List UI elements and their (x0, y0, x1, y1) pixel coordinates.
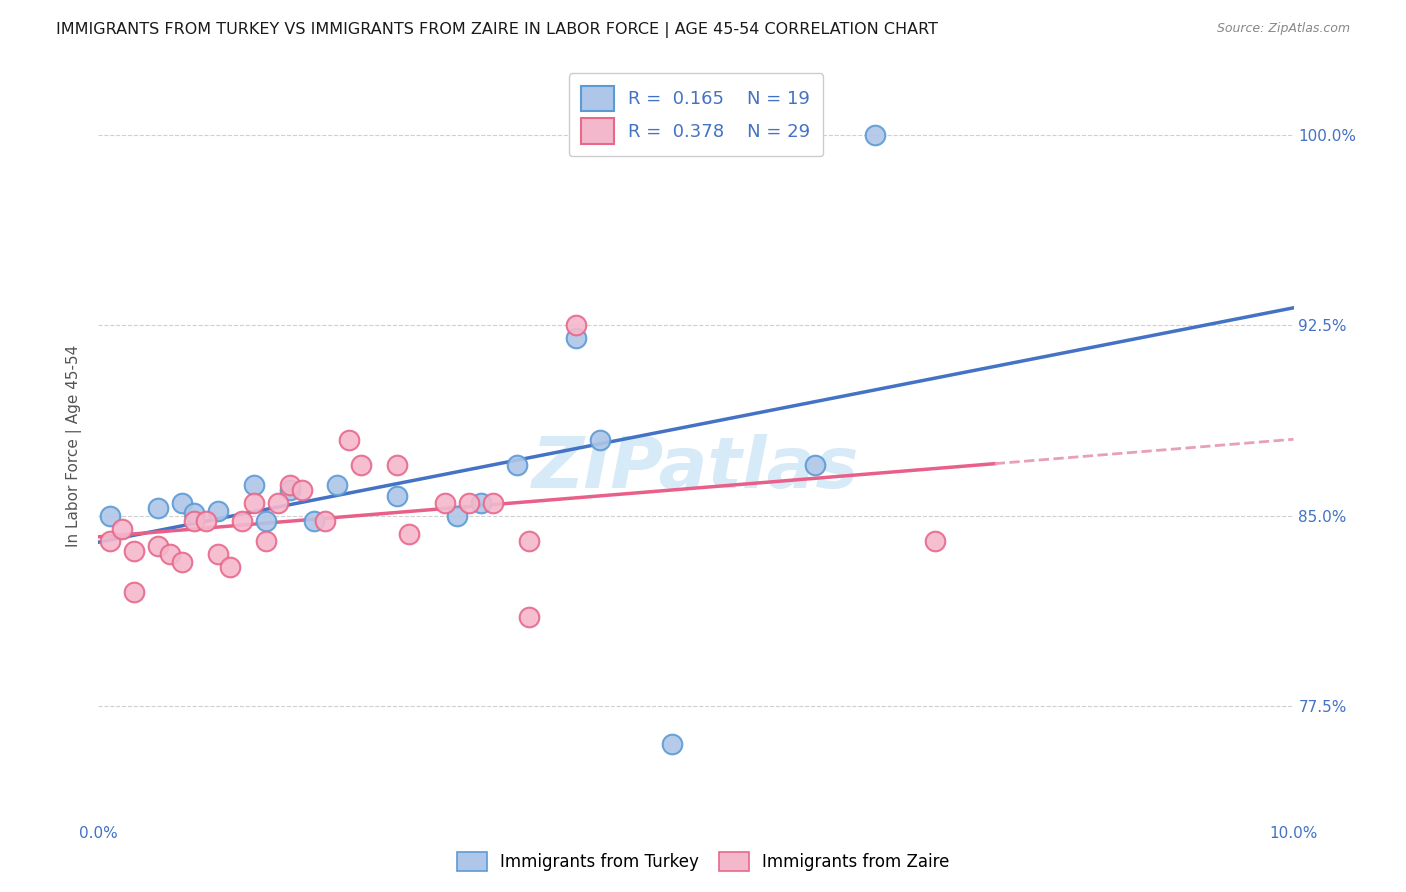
Text: IMMIGRANTS FROM TURKEY VS IMMIGRANTS FROM ZAIRE IN LABOR FORCE | AGE 45-54 CORRE: IMMIGRANTS FROM TURKEY VS IMMIGRANTS FRO… (56, 22, 938, 38)
Point (148, 501, 170, 516)
Point (470, 496, 492, 510)
Point (565, 318, 588, 333)
Point (124, 544, 146, 558)
Point (339, 433, 361, 447)
Point (517, 610, 540, 624)
Point (254, 534, 277, 549)
Point (291, 483, 314, 498)
Point (254, 514, 277, 528)
Point (385, 489, 409, 503)
Point (219, 559, 242, 574)
Y-axis label: In Labor Force | Age 45-54: In Labor Force | Age 45-54 (66, 345, 83, 547)
Point (302, 514, 325, 528)
Point (172, 496, 194, 510)
Point (111, 522, 134, 536)
Legend: Immigrants from Turkey, Immigrants from Zaire: Immigrants from Turkey, Immigrants from … (449, 843, 957, 880)
Point (924, 534, 946, 549)
Point (172, 555, 194, 569)
Point (267, 496, 290, 510)
Point (446, 508, 468, 523)
Point (385, 458, 409, 472)
Point (804, 458, 827, 472)
Point (458, 496, 481, 510)
Point (506, 458, 529, 472)
Point (398, 526, 420, 541)
Point (124, 585, 146, 599)
Point (98, 534, 122, 549)
Point (589, 433, 612, 447)
Point (278, 478, 301, 492)
Point (207, 547, 229, 561)
Point (565, 331, 588, 345)
Point (278, 483, 301, 498)
Point (350, 458, 373, 472)
Text: ZIPatlas: ZIPatlas (533, 434, 859, 503)
Point (865, 128, 887, 142)
Point (148, 539, 170, 553)
Point (195, 514, 218, 528)
Point (98, 508, 122, 523)
Point (207, 504, 229, 518)
Point (231, 514, 253, 528)
Point (243, 496, 266, 510)
Text: Source: ZipAtlas.com: Source: ZipAtlas.com (1216, 22, 1350, 36)
Point (482, 496, 505, 510)
Point (159, 547, 181, 561)
Point (434, 496, 457, 510)
Legend: R =  0.165    N = 19, R =  0.378    N = 29: R = 0.165 N = 19, R = 0.378 N = 29 (569, 73, 823, 156)
Point (183, 514, 205, 528)
Point (661, 738, 683, 752)
Point (315, 514, 337, 528)
Point (183, 506, 205, 520)
Point (243, 478, 266, 492)
Point (517, 534, 540, 549)
Point (326, 478, 349, 492)
